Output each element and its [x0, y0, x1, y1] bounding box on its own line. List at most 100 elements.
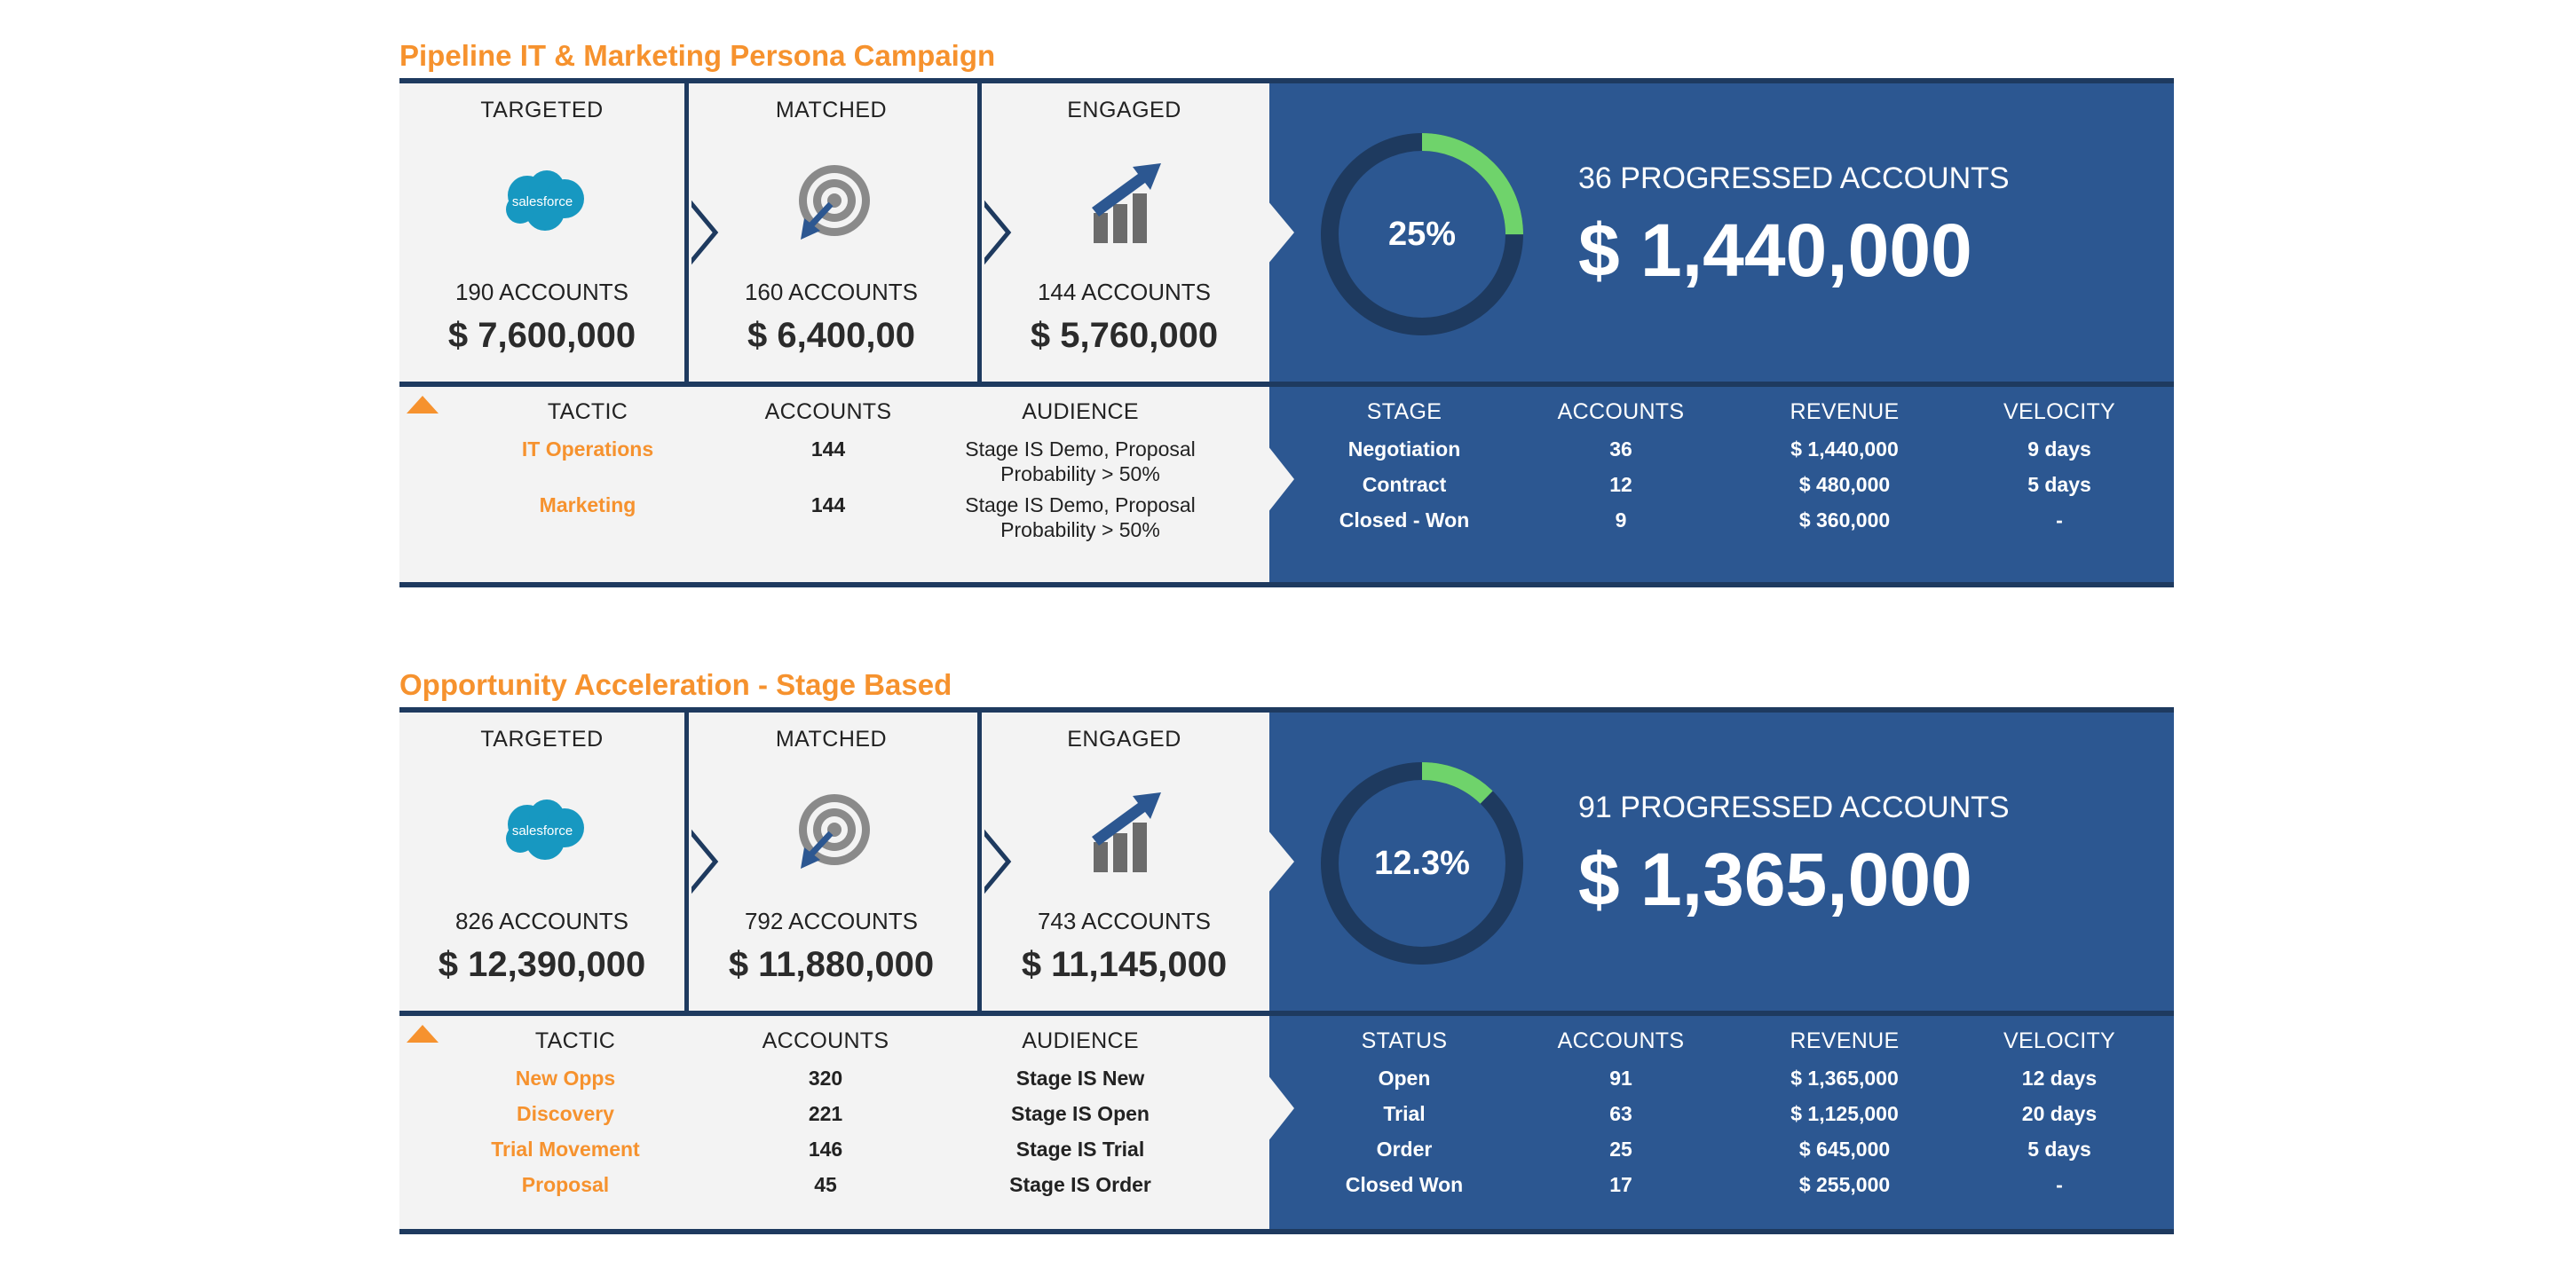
funnel-matched: MATCHED 792 ACCOUNTS $ 11,880,000 — [689, 713, 974, 1011]
funnel-targeted: TARGETED salesforce 826 ACCOUNTS $ 12,39… — [399, 713, 684, 1011]
chevron-divider — [982, 826, 1012, 897]
tactic-accounts: 320 — [808, 1067, 843, 1090]
status-table: STATUS ACCOUNTS REVENUE VELOCITY Open 91… — [1269, 1016, 2174, 1229]
divider — [977, 83, 982, 382]
divider — [684, 83, 689, 382]
chevron-divider — [1268, 201, 1294, 264]
stage-revenue: $ 360,000 — [1798, 508, 1891, 532]
accounts-header: ACCOUNTS — [764, 399, 892, 424]
tactic-accounts: 144 — [810, 437, 846, 461]
revenue-header: REVENUE — [1790, 399, 1900, 424]
status-revenue: $ 1,365,000 — [1790, 1067, 1899, 1090]
tactic-accounts: 221 — [808, 1102, 843, 1125]
accounts-header: ACCOUNTS — [762, 1028, 889, 1053]
tactic-link[interactable]: New Opps — [515, 1067, 616, 1090]
funnel-label: ENGAGED — [1067, 727, 1181, 752]
svg-text:salesforce: salesforce — [511, 823, 572, 839]
status-velocity: 20 days — [2021, 1102, 2098, 1125]
progress-donut — [1321, 133, 1523, 335]
divider — [684, 713, 689, 1011]
tactic-link[interactable]: IT Operations — [521, 437, 654, 461]
status-velocity: - — [2056, 1173, 2063, 1196]
stage-accounts: 36 — [1609, 437, 1632, 461]
funnel-engaged: ENGAGED 743 ACCOUNTS $ 11,145,000 — [982, 713, 1267, 1011]
stage-name: Negotiation — [1347, 437, 1461, 461]
tactic-link[interactable]: Trial Movement — [491, 1138, 640, 1161]
stage-name: Closed - Won — [1339, 508, 1470, 532]
funnel-revenue: $ 6,400,00 — [747, 316, 916, 355]
tactic-link[interactable]: Marketing — [539, 493, 636, 516]
funnel-band: TARGETED salesforce 190 ACCOUNTS $ 7,600… — [399, 78, 2174, 387]
funnel-revenue: $ 12,390,000 — [438, 945, 646, 984]
status-velocity: 12 days — [2021, 1067, 2098, 1090]
campaign-title: Opportunity Acceleration - Stage Based — [399, 668, 952, 701]
funnel-matched: MATCHED 160 ACCOUNTS $ 6,400,00 — [689, 83, 974, 382]
stage-velocity: - — [2056, 508, 2063, 532]
funnel-accounts: 190 ACCOUNTS — [454, 279, 629, 305]
details-band: TACTIC ACCOUNTS AUDIENCE IT Operations 1… — [399, 387, 2174, 587]
divider — [977, 713, 982, 1011]
tactic-audience: Stage IS Demo, Proposal Probability > 50% — [965, 437, 1196, 485]
status-name: Open — [1378, 1067, 1431, 1090]
collapse-toggle-icon[interactable] — [407, 396, 439, 413]
revenue-header: REVENUE — [1790, 1028, 1900, 1053]
target-icon — [798, 165, 870, 240]
status-name: Closed Won — [1345, 1173, 1464, 1196]
chevron-divider — [982, 197, 1012, 268]
stage-header: STAGE — [1366, 399, 1442, 424]
velocity-header: VELOCITY — [2003, 1028, 2116, 1053]
salesforce-logo-icon: salesforce — [505, 170, 584, 231]
stage-velocity: 9 days — [2027, 437, 2091, 461]
tactic-link[interactable]: Discovery — [517, 1102, 614, 1125]
funnel-accounts: 792 ACCOUNTS — [744, 908, 919, 934]
stage-table: STAGE ACCOUNTS REVENUE VELOCITY Negotiat… — [1269, 387, 2174, 582]
chevron-divider — [689, 826, 719, 897]
svg-text:salesforce: salesforce — [511, 194, 572, 209]
collapse-toggle-icon[interactable] — [407, 1025, 439, 1043]
audience-header: AUDIENCE — [1022, 1028, 1139, 1053]
funnel-revenue: $ 7,600,000 — [447, 316, 636, 355]
funnel-accounts: 160 ACCOUNTS — [744, 279, 919, 305]
progress-panel: 12.3% 91 PROGRESSED ACCOUNTS $ 1,365,000 — [1269, 713, 2174, 1011]
stage-name: Contract — [1362, 473, 1447, 496]
tactic-accounts: 144 — [810, 493, 846, 516]
tactic-audience: Stage IS Open — [1011, 1102, 1150, 1125]
audience-header: AUDIENCE — [1022, 399, 1139, 424]
tactic-audience: Stage IS Order — [1009, 1173, 1151, 1196]
tactic-header: TACTIC — [547, 399, 628, 424]
funnel-engaged: ENGAGED 144 ACCOUNTS $ 5,760,000 — [982, 83, 1267, 382]
status-name: Trial — [1383, 1102, 1426, 1125]
chevron-divider — [1268, 445, 1294, 513]
progressed-accounts: 91 PROGRESSED ACCOUNTS — [1578, 791, 2010, 824]
details-band: TACTIC ACCOUNTS AUDIENCE New Opps 320 St… — [399, 1016, 2174, 1234]
progressed-revenue: $ 1,365,000 — [1578, 838, 1972, 921]
growth-chart-icon — [1091, 163, 1161, 243]
status-accounts: 63 — [1609, 1102, 1632, 1125]
accounts-header: ACCOUNTS — [1557, 1028, 1685, 1053]
funnel-label: ENGAGED — [1067, 98, 1181, 122]
progressed-accounts: 36 PROGRESSED ACCOUNTS — [1578, 161, 2010, 195]
velocity-header: VELOCITY — [2003, 399, 2116, 424]
status-header: STATUS — [1361, 1028, 1448, 1053]
status-revenue: $ 1,125,000 — [1790, 1102, 1899, 1125]
status-accounts: 17 — [1609, 1173, 1632, 1196]
target-icon — [798, 794, 870, 869]
funnel-revenue: $ 11,145,000 — [1021, 945, 1228, 984]
stage-revenue: $ 1,440,000 — [1790, 437, 1899, 461]
funnel-band: TARGETED salesforce 826 ACCOUNTS $ 12,39… — [399, 707, 2174, 1016]
funnel-revenue: $ 5,760,000 — [1030, 316, 1219, 355]
tactic-link[interactable]: Proposal — [521, 1173, 610, 1196]
stage-accounts: 12 — [1609, 473, 1632, 496]
campaign-title: Pipeline IT & Marketing Persona Campaign — [399, 39, 996, 72]
funnel-accounts: 743 ACCOUNTS — [1037, 908, 1212, 934]
chevron-divider — [689, 197, 719, 268]
chevron-divider — [1268, 830, 1294, 894]
funnel-label: MATCHED — [775, 727, 888, 752]
funnel-accounts: 144 ACCOUNTS — [1037, 279, 1212, 305]
status-name: Order — [1376, 1138, 1433, 1161]
funnel-label: TARGETED — [480, 98, 604, 122]
accounts-header: ACCOUNTS — [1557, 399, 1685, 424]
stage-revenue: $ 480,000 — [1798, 473, 1891, 496]
growth-chart-icon — [1091, 792, 1161, 872]
funnel-revenue: $ 11,880,000 — [728, 945, 935, 984]
